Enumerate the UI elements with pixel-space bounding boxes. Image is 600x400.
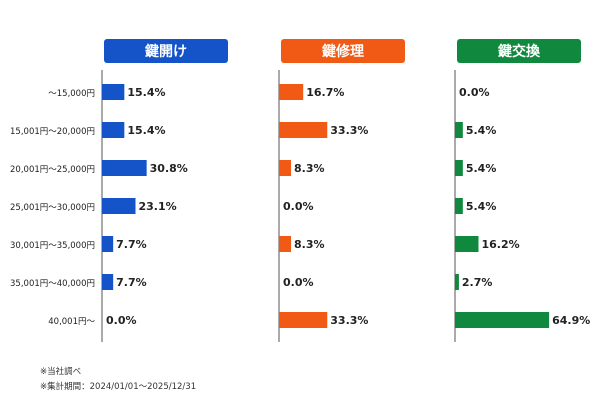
footnote: ※当社調べ <box>40 366 81 377</box>
data-label: 30.8% <box>150 162 188 175</box>
footnotes: ※当社調べ ※集計期間：2024/01/01～2025/12/31 <box>40 366 196 392</box>
panel-title: 鍵修理 <box>322 43 364 60</box>
panel-title: 鍵交換 <box>498 43 541 60</box>
data-label: 7.7% <box>116 276 147 289</box>
data-label: 33.3% <box>330 314 368 327</box>
bar <box>455 236 479 252</box>
category-label: 15,001円～20,000円 <box>10 127 95 137</box>
category-label: ～15,000円 <box>48 89 95 99</box>
data-label: 16.7% <box>306 86 344 99</box>
data-label: 8.3% <box>294 162 325 175</box>
panel-header <box>104 39 228 63</box>
bar <box>455 160 463 176</box>
data-label: 64.9% <box>552 314 590 327</box>
bar <box>102 122 125 138</box>
data-label: 0.0% <box>459 86 490 99</box>
panel-2: 鍵修理 16.7% 33.3% 8.3% 0.0% 8.3% 0.0% 33.3% <box>278 39 405 342</box>
data-label: 16.2% <box>481 238 519 251</box>
category-label: 25,001円～30,000円 <box>10 203 95 213</box>
data-label: 15.4% <box>127 124 165 137</box>
bar <box>455 122 463 138</box>
category-label: 35,001円～40,000円 <box>10 279 95 289</box>
bar <box>279 122 328 138</box>
bar <box>279 236 292 252</box>
bar <box>279 84 304 100</box>
data-label: 5.4% <box>466 200 497 213</box>
data-label: 7.7% <box>116 238 147 251</box>
bar <box>102 236 114 252</box>
category-label: 40,001円～ <box>48 317 95 327</box>
data-label: 0.0% <box>106 314 137 327</box>
data-label: 8.3% <box>294 238 325 251</box>
bar <box>455 198 463 214</box>
panel-title: 鍵開け <box>145 43 187 60</box>
data-label: 0.0% <box>283 276 314 289</box>
category-labels: ～15,000円 15,001円～20,000円 20,001円～25,000円 25… <box>10 89 95 327</box>
bar <box>102 274 114 290</box>
bar <box>102 84 125 100</box>
bar <box>455 274 459 290</box>
data-label: 33.3% <box>330 124 368 137</box>
bar <box>102 198 136 214</box>
category-label: 20,001円～25,000円 <box>10 165 95 175</box>
category-label: 30,001円～35,000円 <box>10 241 95 251</box>
footnote: ※集計期間：2024/01/01～2025/12/31 <box>40 381 196 392</box>
bar <box>279 160 292 176</box>
data-label: 5.4% <box>466 162 497 175</box>
bar <box>279 312 328 328</box>
panel-header <box>281 39 405 63</box>
data-label: 15.4% <box>127 86 165 99</box>
data-label: 0.0% <box>283 200 314 213</box>
panel-header <box>457 39 581 63</box>
panel-3: 鍵交換 0.0% 5.4% 5.4% 5.4% 16.2% 2.7% 64.9% <box>454 39 590 342</box>
data-label: 2.7% <box>462 276 493 289</box>
panels: 鍵開け 15.4% 15.4% 30.8% 23.1% 7.7% 7.7% 0.0% 鍵修理 16… <box>101 39 590 342</box>
bar <box>455 312 550 328</box>
data-label: 23.1% <box>138 200 176 213</box>
bar <box>102 160 147 176</box>
panel-1: 鍵開け 15.4% 15.4% 30.8% 23.1% 7.7% 7.7% 0.0% <box>101 39 228 342</box>
data-label: 5.4% <box>466 124 497 137</box>
